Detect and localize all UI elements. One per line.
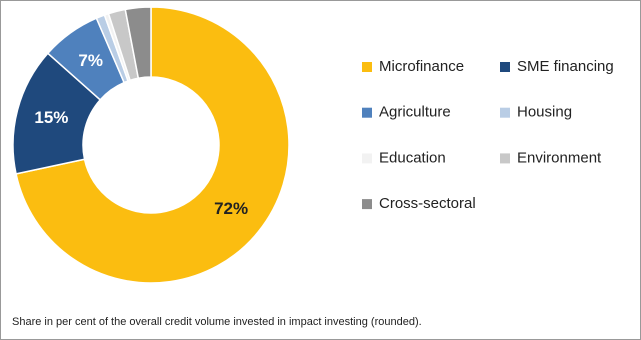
legend-swatch [500, 153, 510, 164]
legend-swatch [362, 107, 372, 118]
legend-label: SME financing [517, 58, 614, 75]
legend-swatch [500, 62, 510, 72]
data-label: 7% [78, 51, 103, 70]
legend-label: Agriculture [379, 104, 451, 121]
legend-label: Environment [517, 149, 602, 166]
legend-swatch [362, 62, 372, 72]
footnote: Share in per cent of the overall credit … [12, 316, 422, 328]
legend-label: Education [379, 149, 446, 166]
donut-slice [124, 6, 152, 80]
legend-swatch [362, 153, 372, 164]
donut-slice [15, 6, 290, 284]
legend-label: Housing [517, 104, 572, 121]
legend-label: Microfinance [379, 58, 464, 75]
legend-swatch [362, 199, 372, 210]
data-label: 72% [214, 199, 248, 218]
legend-swatch [500, 107, 510, 118]
data-label: 15% [34, 108, 68, 127]
legend-label: Cross-sectoral [379, 195, 476, 212]
